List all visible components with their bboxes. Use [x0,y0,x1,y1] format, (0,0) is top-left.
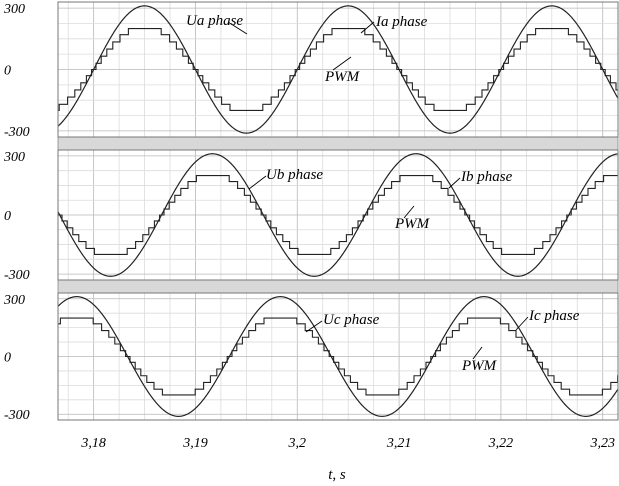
x-tick-label: 3,19 [182,436,208,451]
pwm-annotation-label: PWM [461,358,498,374]
y-tick-label: -300 [4,408,30,423]
panel-frame [57,149,619,281]
y-tick-label: -300 [4,268,30,283]
x-tick-labels: 3,18 3,19 3,2 3,21 3,22 3,23 [80,436,615,451]
panel-3: 300 0 -300 Uc phase Ic phase PWM [3,292,619,423]
current-series-label: Ia phase [375,14,428,30]
leader-line [227,21,248,35]
grid [58,2,618,137]
pwm-annotation-label: PWM [324,69,361,85]
leader-line [332,56,352,71]
y-tick-label: 300 [3,293,25,308]
voltage-series-label: Ua phase [186,13,243,29]
grid [58,150,618,280]
x-axis-label: t, s [328,467,346,483]
grid [58,293,618,420]
y-tick-label: 0 [4,209,11,224]
leader-line [305,320,323,333]
x-tick-label: 3,21 [386,436,412,451]
voltage-curve [57,153,619,277]
leader-line [403,205,415,219]
current-curve [58,175,618,255]
voltage-series-label: Ub phase [266,167,323,183]
panels: 300 0 -300 Ua phase Ia phase PWM 300 0 -300 Ub ph… [3,1,619,423]
pwm-annotation-label: PWM [394,216,431,232]
leader-line [515,316,529,331]
voltage-series-label: Uc phase [323,312,380,328]
x-tick-label: 3,23 [589,436,615,451]
voltage-curve [57,5,619,134]
panel-frame [57,292,619,421]
panel-2: 300 0 -300 Ub phase Ib phase PWM [3,149,619,283]
x-tick-label: 3,22 [488,436,514,451]
current-series-label: Ib phase [460,169,513,185]
voltage-curve [57,296,619,417]
panel-separator-1 [57,136,619,151]
panel-1: 300 0 -300 Ua phase Ia phase PWM [3,1,619,140]
current-series-label: Ic phase [528,308,580,324]
leader-line [248,175,267,190]
x-tick-label: 3,2 [288,436,307,451]
panel-frame [57,1,619,138]
panel-separator-2 [57,279,619,294]
y-tick-label: 300 [3,150,25,165]
current-curve [58,28,618,111]
leader-line [448,177,461,189]
leader-line [472,346,483,360]
x-tick-label: 3,18 [80,436,106,451]
leader-line [360,21,375,34]
y-tick-label: 300 [3,2,25,17]
y-tick-label: 0 [4,351,11,366]
y-tick-label: 0 [4,64,11,79]
y-tick-label: -300 [4,125,30,140]
current-curve [58,317,619,396]
